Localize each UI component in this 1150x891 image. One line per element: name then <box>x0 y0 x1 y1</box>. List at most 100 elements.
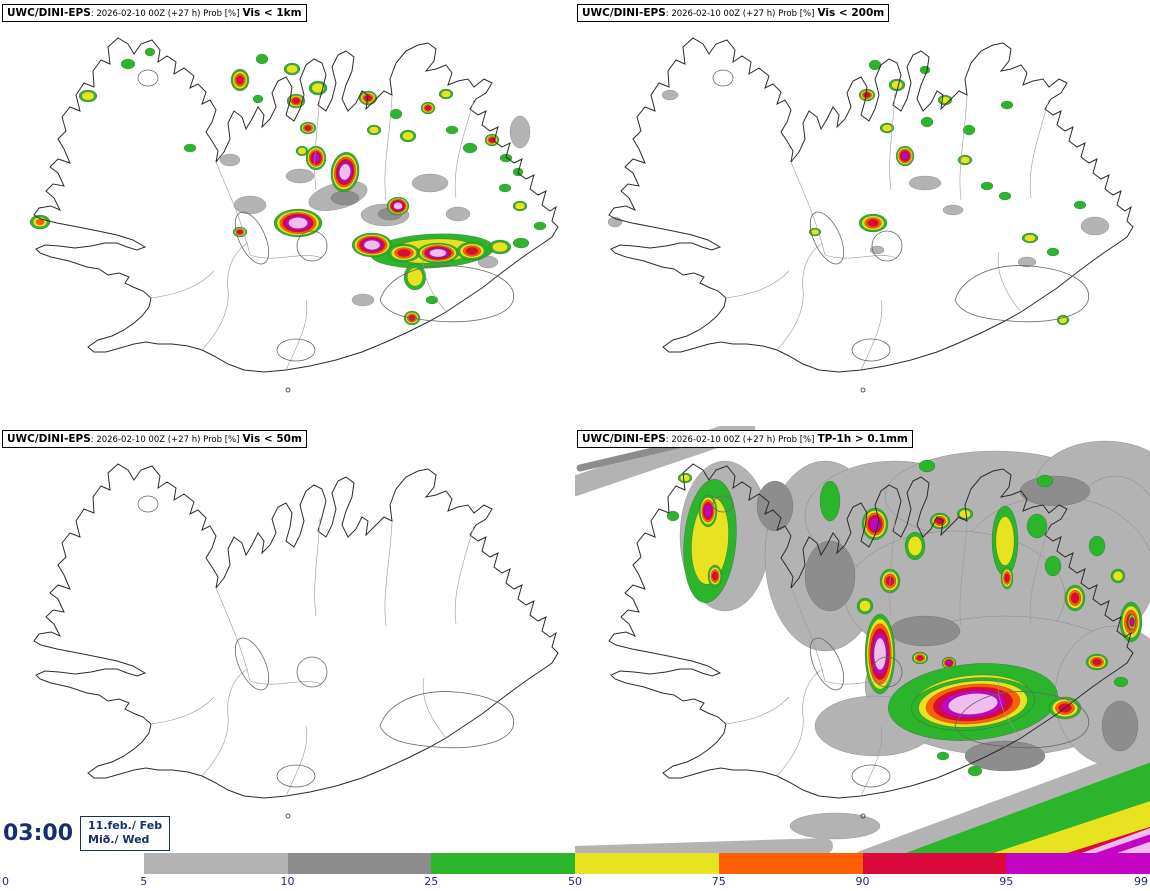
probability-contour <box>477 255 499 269</box>
probability-contour <box>1024 234 1036 242</box>
probability-contour <box>908 175 942 191</box>
colorbar-tick-label: 75 <box>711 875 726 888</box>
colorbar-segment <box>1006 853 1150 874</box>
run-label: : 2026-02-10 00Z (+27 h) Prob [%] <box>665 9 815 19</box>
probability-contour <box>863 92 871 98</box>
variable-label: TP-1h > 0.1mm <box>817 433 908 445</box>
probability-contour <box>704 504 712 518</box>
probability-contour <box>1036 474 1054 488</box>
colorbar-tick-label: 90 <box>855 875 870 888</box>
probability-contour <box>35 218 45 226</box>
probability-contour <box>445 125 459 135</box>
valid-date-line1: 11.feb./ Feb <box>88 819 163 832</box>
probability-contour <box>445 206 471 222</box>
probability-contour <box>967 765 983 777</box>
map-panel-vis-1km: UWC/DINI-EPS: 2026-02-10 00Z (+27 h) Pro… <box>0 0 575 426</box>
colorbar-tick-label: 99 <box>1134 875 1148 888</box>
probability-contour <box>1017 256 1037 268</box>
variable-label: Vis < 50m <box>242 433 302 445</box>
colorbar-labels: 0 5 10 25 50 75 90 95 99 <box>0 874 1150 891</box>
probability-contour <box>144 47 156 57</box>
probability-contour <box>1073 200 1087 210</box>
probability-contour <box>919 65 931 75</box>
panel-title-box: UWC/DINI-EPS: 2026-02-10 00Z (+27 h) Pro… <box>577 4 890 22</box>
probability-contour <box>1080 216 1110 236</box>
probability-contour <box>901 151 909 161</box>
probability-contour <box>389 108 403 120</box>
probability-contour <box>368 126 380 134</box>
probability-contour <box>351 293 375 307</box>
probability-contour <box>81 91 95 101</box>
panel-title-box: UWC/DINI-EPS: 2026-02-10 00Z (+27 h) Pro… <box>577 430 913 448</box>
probability-contour <box>1044 555 1062 577</box>
probability-contour <box>407 267 423 287</box>
valid-date-box: 11.feb./ Feb Mið./ Wed <box>80 816 171 851</box>
probability-contour <box>402 131 414 141</box>
probability-contour <box>918 459 936 473</box>
probability-contour <box>1004 573 1010 583</box>
probability-contour <box>711 571 719 581</box>
probability-contour <box>288 217 308 229</box>
model-label: UWC/DINI-EPS <box>582 7 666 19</box>
colorbar-tick-label: 25 <box>424 875 439 888</box>
probability-contour <box>233 195 267 215</box>
probability-contour <box>252 94 264 104</box>
footer-valid-time: 03:00 11.feb./ Feb Mið./ Wed <box>3 816 171 851</box>
colorbar-tick-label: 10 <box>280 875 295 888</box>
probability-contour <box>666 510 680 522</box>
probability-contour <box>1070 592 1080 604</box>
colorbar-segment <box>0 853 144 874</box>
probability-contour <box>959 156 971 164</box>
probability-contour <box>962 124 976 136</box>
probability-contour <box>964 740 1046 772</box>
valid-date-line2: Mið./ Wed <box>88 833 150 847</box>
probability-contour <box>819 480 841 522</box>
probability-contour <box>1019 475 1091 507</box>
model-label: UWC/DINI-EPS <box>582 433 666 445</box>
probability-contour <box>873 637 887 671</box>
probability-contour <box>1088 535 1106 557</box>
probability-contour <box>679 474 691 482</box>
probability-contour <box>286 64 298 74</box>
probability-contour <box>995 516 1015 566</box>
model-label: UWC/DINI-EPS <box>7 7 91 19</box>
probability-contour <box>236 229 244 235</box>
probability-contour <box>936 751 950 761</box>
run-label: : 2026-02-10 00Z (+27 h) Prob [%] <box>90 9 240 19</box>
probability-contour <box>462 142 478 154</box>
probability-contour <box>661 89 679 101</box>
probability-contour <box>425 295 439 305</box>
probability-contour <box>509 115 531 149</box>
probability-contour <box>411 173 449 193</box>
probability-contour <box>916 655 924 661</box>
probability-contour <box>183 143 197 153</box>
colorbar-segment <box>575 853 719 874</box>
probability-contour <box>935 517 945 525</box>
probability-contour <box>297 147 307 155</box>
valid-time: 03:00 <box>3 820 74 846</box>
colorbar-segment <box>431 853 575 874</box>
probability-contour <box>363 239 381 251</box>
panel-title-box: UWC/DINI-EPS: 2026-02-10 00Z (+27 h) Pro… <box>2 430 307 448</box>
variable-label: Vis < 200m <box>817 7 885 19</box>
probability-contour <box>429 248 447 258</box>
colorbar: 0 5 10 25 50 75 90 95 99 <box>0 853 1150 891</box>
colorbar-segment <box>862 853 1007 874</box>
probability-contour <box>959 509 971 519</box>
probability-contour <box>942 204 964 216</box>
colorbar-segment <box>287 853 432 874</box>
run-label: : 2026-02-10 00Z (+27 h) Prob [%] <box>665 435 815 445</box>
probability-contour <box>498 183 512 193</box>
colorbar-tick-label: 50 <box>568 875 582 888</box>
probability-contour <box>998 191 1012 201</box>
probability-contour <box>311 152 321 164</box>
probability-contour <box>393 202 403 210</box>
probability-contour <box>424 105 432 111</box>
probability-contour <box>465 247 479 255</box>
probability-contour <box>804 540 856 612</box>
probability-contour <box>330 190 360 206</box>
probability-contour <box>789 812 881 840</box>
probability-contour <box>907 535 923 557</box>
colorbar-segment <box>718 853 863 874</box>
